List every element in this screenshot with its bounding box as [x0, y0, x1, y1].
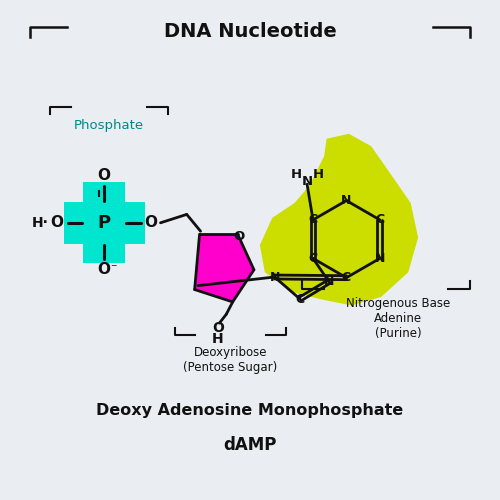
- Text: Deoxy Adenosine Monophosphate: Deoxy Adenosine Monophosphate: [96, 403, 404, 418]
- Text: C: C: [296, 292, 304, 306]
- Text: O: O: [98, 262, 110, 278]
- Polygon shape: [64, 182, 144, 264]
- Text: O: O: [212, 321, 224, 335]
- Text: C: C: [308, 252, 318, 265]
- Text: C: C: [342, 271, 351, 284]
- Text: $^-$: $^-$: [109, 263, 118, 273]
- Text: H·: H·: [32, 216, 49, 230]
- Text: H: H: [290, 168, 302, 181]
- Text: C: C: [308, 214, 318, 226]
- Text: O: O: [234, 230, 244, 242]
- Text: DNA Nucleotide: DNA Nucleotide: [164, 22, 336, 40]
- Text: Nitrogenous Base
Adenine
(Purine): Nitrogenous Base Adenine (Purine): [346, 297, 451, 340]
- Text: N: N: [341, 194, 351, 207]
- Text: O: O: [144, 216, 158, 230]
- Text: N: N: [374, 252, 385, 265]
- Text: O: O: [98, 168, 110, 184]
- Text: Phosphate: Phosphate: [74, 119, 144, 132]
- Text: O: O: [50, 216, 64, 230]
- Text: N: N: [270, 270, 280, 283]
- Text: H: H: [212, 332, 224, 346]
- Text: dAMP: dAMP: [224, 436, 276, 454]
- Text: N: N: [324, 275, 334, 288]
- Text: C: C: [376, 214, 384, 226]
- Text: N: N: [302, 176, 312, 188]
- Polygon shape: [194, 234, 254, 302]
- Text: H: H: [312, 168, 324, 181]
- Text: Deoxyribose
(Pentose Sugar): Deoxyribose (Pentose Sugar): [183, 346, 278, 374]
- Polygon shape: [260, 134, 418, 306]
- Text: P: P: [98, 214, 110, 232]
